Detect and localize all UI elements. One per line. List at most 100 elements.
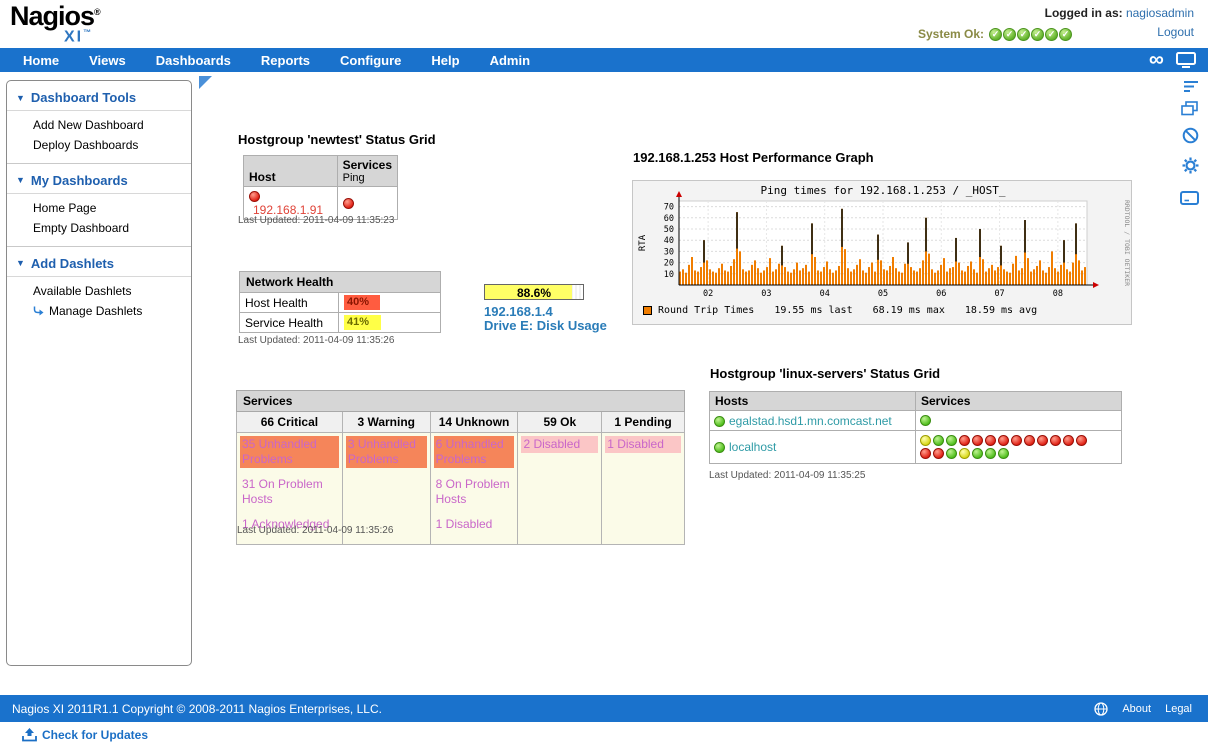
service-status-icon[interactable]: [1050, 435, 1061, 446]
trademark: ™: [83, 28, 92, 37]
service-count-link[interactable]: 31 On Problem Hosts: [242, 477, 323, 506]
services-summary-last-updated: Last Updated: 2011-04-09 11:35:26: [237, 525, 394, 536]
service-status-icon[interactable]: [946, 448, 957, 459]
service-status-icon[interactable]: [920, 448, 931, 459]
host-link[interactable]: egalstad.hsd1.mn.comcast.net: [729, 413, 892, 428]
triangle-down-icon: ▼: [16, 92, 25, 103]
service-status-icon[interactable]: [998, 448, 1009, 459]
service-count-link[interactable]: 3 Unhandled Problems: [345, 436, 427, 468]
nav-item-views[interactable]: Views: [89, 52, 126, 68]
main-nav: Home Views Dashboards Reports Configure Help A…: [0, 48, 1208, 72]
services-column-cell: 2 Disabled: [517, 432, 603, 545]
service-status-icon[interactable]: [920, 435, 931, 446]
host-link[interactable]: localhost: [729, 440, 777, 454]
sidebar-section-header-my-dashboards[interactable]: ▼ My Dashboards: [7, 164, 191, 194]
service-status-icon[interactable]: [933, 435, 944, 446]
sidebar-section-header-dashboard-tools[interactable]: ▼ Dashboard Tools: [7, 81, 191, 111]
sidebar-item-available-dashlets[interactable]: Available Dashlets: [7, 281, 191, 301]
system-ok-indicator[interactable]: ✓: [989, 27, 1002, 41]
nav-item-help[interactable]: Help: [431, 52, 460, 68]
system-ok-indicator[interactable]: ✓: [1017, 27, 1030, 41]
cascade-windows-icon[interactable]: [1181, 101, 1198, 116]
svg-text:RTA: RTA: [638, 234, 648, 251]
triangle-down-icon: ▼: [16, 175, 25, 186]
service-count-link[interactable]: 2 Disabled: [521, 436, 599, 453]
svg-text:20: 20: [664, 259, 674, 269]
service-health-bar[interactable]: 41%: [344, 315, 435, 330]
sidebar-item-add-new-dashboard[interactable]: Add New Dashboard: [7, 115, 191, 135]
nav-item-home[interactable]: Home: [23, 52, 60, 68]
sidebar-item-manage-dashlets[interactable]: Manage Dashlets: [7, 301, 191, 321]
service-status-icon[interactable]: [1063, 435, 1074, 446]
service-count-link[interactable]: 1 Disabled: [435, 517, 493, 531]
services-column-header[interactable]: 59 Ok: [517, 411, 603, 433]
globe-icon[interactable]: [1094, 701, 1108, 716]
svg-text:02: 02: [703, 289, 713, 299]
service-count-link[interactable]: 8 On Problem Hosts: [435, 477, 510, 506]
service-status-icon[interactable]: [933, 448, 944, 459]
monitor-icon[interactable]: [1176, 52, 1196, 68]
legend-avg-stat: 18.59 ms avg: [964, 305, 1038, 316]
display-card-icon[interactable]: [1180, 191, 1199, 205]
sidebar-section-header-add-dashlets[interactable]: ▼ Add Dashlets: [7, 247, 191, 277]
about-link[interactable]: About: [1122, 702, 1152, 715]
service-status-icon[interactable]: [985, 448, 996, 459]
nagios-logo[interactable]: Nagios® XI™: [10, 1, 140, 45]
service-count-link[interactable]: 1 Disabled: [605, 436, 681, 453]
host-health-bar[interactable]: 40%: [344, 295, 435, 310]
disk-usage-gauge[interactable]: 88.6%: [484, 284, 584, 300]
nav-item-admin[interactable]: Admin: [489, 52, 531, 68]
service-count-link[interactable]: 1 Acknowledged: [242, 517, 330, 531]
gauge-service-link[interactable]: Drive E: Disk Usage: [484, 318, 607, 333]
infinity-icon[interactable]: ∞: [1149, 48, 1164, 71]
gauge-host-link[interactable]: 192.168.1.4: [484, 304, 553, 319]
sidebar-item-empty-dashboard[interactable]: Empty Dashboard: [7, 218, 191, 238]
service-status-icon[interactable]: [985, 435, 996, 446]
block-icon[interactable]: [1182, 127, 1199, 144]
services-column-header[interactable]: 3 Warning: [341, 411, 431, 433]
service-status-icon[interactable]: [946, 435, 957, 446]
logo-xi-text: XI™: [64, 28, 92, 46]
service-status-icon[interactable]: [342, 198, 354, 210]
host-link[interactable]: 192.168.1.91: [253, 203, 324, 217]
service-status-icon[interactable]: [920, 415, 931, 426]
panel-collapse-icon[interactable]: [199, 76, 212, 89]
system-ok-indicator[interactable]: ✓: [1003, 27, 1016, 41]
sidebar-item-home-page[interactable]: Home Page: [7, 198, 191, 218]
system-status-label: System Ok:: [917, 27, 984, 41]
system-ok-indicator[interactable]: ✓: [1031, 27, 1044, 41]
service-count-link[interactable]: 35 Unhandled Problems: [240, 436, 339, 468]
services-column-header[interactable]: 14 Unknown: [429, 411, 519, 433]
service-status-icon[interactable]: [1024, 435, 1035, 446]
service-status-icon[interactable]: [1037, 435, 1048, 446]
service-status-icon[interactable]: [998, 435, 1009, 446]
sidebar-item-deploy-dashboards[interactable]: Deploy Dashboards: [7, 135, 191, 155]
logout-link[interactable]: Logout: [1157, 25, 1194, 39]
linux-grid-title: Hostgroup 'linux-servers' Status Grid: [710, 366, 941, 381]
sort-lines-icon[interactable]: [1183, 80, 1199, 93]
nav-item-dashboards[interactable]: Dashboards: [155, 52, 231, 68]
service-status-icon[interactable]: [959, 448, 970, 459]
service-count-link[interactable]: 6 Unhandled Problems: [433, 436, 515, 468]
svg-text:70: 70: [664, 203, 674, 213]
newtest-status-grid: Host Services Ping 192.168.1.91: [243, 155, 399, 220]
nav-menu: Home Views Dashboards Reports Configure Help A…: [0, 48, 545, 72]
host-status-icon: [714, 442, 725, 454]
legal-link[interactable]: Legal: [1165, 702, 1192, 715]
service-name-label[interactable]: Ping: [342, 172, 365, 184]
newtest-grid-row: 192.168.1.91: [243, 186, 399, 220]
nav-item-configure[interactable]: Configure: [340, 52, 402, 68]
services-column-header[interactable]: 1 Pending: [601, 411, 685, 433]
service-status-icon[interactable]: [972, 448, 983, 459]
services-column-header[interactable]: 66 Critical: [236, 411, 343, 433]
service-status-icon[interactable]: [959, 435, 970, 446]
service-status-icon[interactable]: [972, 435, 983, 446]
gear-icon[interactable]: [1182, 157, 1199, 174]
nav-item-reports[interactable]: Reports: [260, 52, 311, 68]
system-ok-indicator[interactable]: ✓: [1045, 27, 1058, 41]
service-status-icon[interactable]: [1011, 435, 1022, 446]
service-status-icon[interactable]: [1076, 435, 1087, 446]
check-updates-link[interactable]: Check for Updates: [22, 728, 148, 742]
host-cell: localhost: [709, 430, 916, 464]
system-ok-indicator[interactable]: ✓: [1059, 27, 1072, 41]
